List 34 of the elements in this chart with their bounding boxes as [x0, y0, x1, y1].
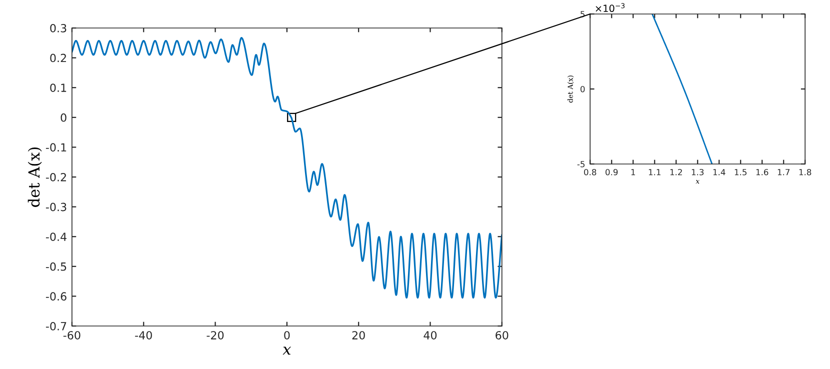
x-tick-label: 0.8 [584, 168, 596, 176]
y-tick-label: -5 [577, 161, 585, 168]
y-tick-label: -0.4 [46, 232, 66, 241]
x-tick-label: 1.8 [799, 168, 812, 176]
x-tick-label: 0 [284, 331, 290, 340]
x-tick-label: -60 [63, 331, 80, 340]
y-tick-label: -0.5 [46, 262, 66, 271]
x-tick-label: -20 [206, 331, 224, 340]
x-tick-label: 0.9 [606, 168, 618, 176]
y-tick-label: 0.2 [50, 54, 66, 62]
y-tick-label: -0.1 [46, 143, 66, 152]
x-tick-label: 1.7 [778, 169, 790, 176]
y-tick-label: -0.3 [46, 202, 66, 212]
y-tick-label: 0.3 [50, 24, 66, 32]
x-tick-label: 60 [496, 331, 508, 340]
x-tick-label: 1.2 [670, 168, 682, 176]
y-tick-label: 0 [60, 113, 66, 122]
x-tick-label: 1 [631, 169, 636, 176]
y-tick-label: 0 [580, 86, 585, 92]
y-tick-label: -0.2 [46, 172, 66, 182]
y-tick-label: 0.1 [50, 84, 66, 92]
x-axis-title: x [282, 346, 292, 355]
x-tick-label: 1.6 [756, 168, 768, 176]
x-tick-label: 1.5 [734, 169, 747, 176]
x-tick-label: 1.1 [648, 169, 660, 176]
x-tick-label: 1.3 [692, 168, 704, 176]
x-tick-label: 20 [352, 331, 365, 340]
x-tick-label: 40 [424, 331, 437, 340]
y-axis-title: det A(x) [28, 148, 42, 207]
y-tick-label: -0.7 [46, 322, 66, 330]
x-tick-label: 1.4 [713, 169, 726, 176]
x-tick-label: -40 [135, 331, 152, 340]
text: ×10$^{−3}$ [596, 3, 625, 12]
y-tick-label: -0.6 [46, 292, 66, 301]
